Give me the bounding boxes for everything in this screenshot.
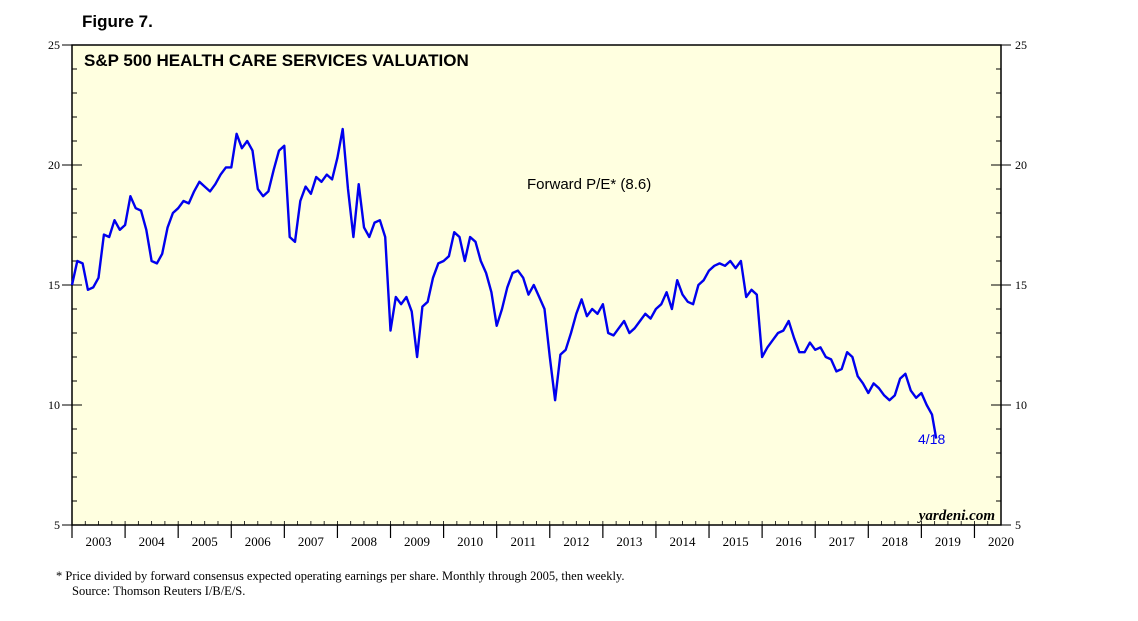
x-tick-label: 2014	[669, 534, 696, 549]
x-tick-label: 2010	[457, 534, 483, 549]
x-tick-label: 2005	[192, 534, 218, 549]
source-watermark: yardeni.com	[917, 508, 995, 524]
source-note: Source: Thomson Reuters I/B/E/S.	[72, 584, 246, 598]
x-tick-label: 2004	[139, 534, 166, 549]
x-tick-label: 2006	[245, 534, 272, 549]
x-tick-label: 2008	[351, 534, 377, 549]
end-date-label: 4/18	[918, 431, 945, 447]
y-tick-label-right: 15	[1015, 278, 1027, 292]
x-tick-label: 2003	[86, 534, 112, 549]
x-tick-label: 2009	[404, 534, 430, 549]
y-axis-left: 5 10 15 20 25	[48, 38, 82, 532]
x-tick-label: 2012	[563, 534, 589, 549]
y-tick-label-left: 5	[54, 518, 60, 532]
x-tick-label: 2019	[935, 534, 961, 549]
y-tick-label-left: 15	[48, 278, 60, 292]
y-axis-right: 5 10 15 20 25	[991, 38, 1027, 532]
x-tick-label: 2011	[510, 534, 536, 549]
y-tick-label-left: 10	[48, 398, 60, 412]
y-tick-label-left: 20	[48, 158, 60, 172]
y-tick-label-left: 25	[48, 38, 60, 52]
y-tick-label-right: 10	[1015, 398, 1027, 412]
series-label: Forward P/E* (8.6)	[527, 176, 651, 193]
footnote: * Price divided by forward consensus exp…	[56, 569, 625, 583]
y-tick-label-right: 20	[1015, 158, 1027, 172]
x-tick-label: 2020	[988, 534, 1014, 549]
x-axis: 2003 2004 2005 2006 2007 2008 2009 2010 2011 2012…	[71, 521, 1014, 549]
y-tick-label-right: 25	[1015, 38, 1027, 52]
x-tick-label: 2017	[829, 534, 856, 549]
series-line-forward-pe	[70, 127, 938, 439]
x-tick-label: 2016	[776, 534, 803, 549]
y-tick-label-right: 5	[1015, 518, 1021, 532]
x-tick-label: 2015	[723, 534, 749, 549]
x-tick-label: 2007	[298, 534, 325, 549]
x-tick-label: 2018	[882, 534, 908, 549]
chart-title: S&P 500 HEALTH CARE SERVICES VALUATION	[84, 51, 469, 70]
figure-label: Figure 7.	[82, 12, 153, 31]
plot-area	[71, 44, 1002, 526]
x-tick-label: 2013	[616, 534, 642, 549]
